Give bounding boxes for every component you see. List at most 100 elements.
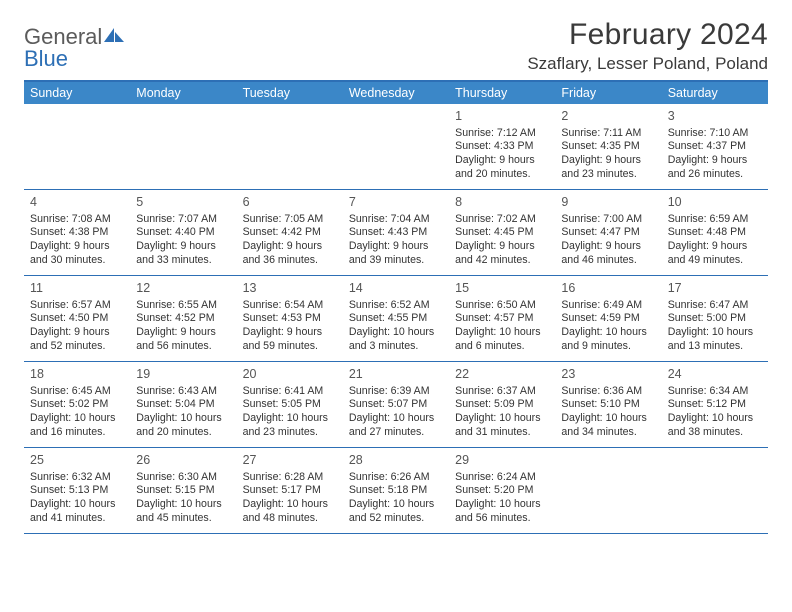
- daylight-text: Daylight: 10 hours: [349, 412, 443, 426]
- sunset-text: Sunset: 4:40 PM: [136, 226, 230, 240]
- daylight-text: and 59 minutes.: [243, 340, 337, 354]
- weekday-label: Sunday: [24, 86, 130, 100]
- day-number: 6: [243, 194, 337, 211]
- daylight-text: and 38 minutes.: [668, 426, 762, 440]
- day-number: 4: [30, 194, 124, 211]
- sunset-text: Sunset: 5:02 PM: [30, 398, 124, 412]
- sunrise-text: Sunrise: 7:08 AM: [30, 213, 124, 227]
- daylight-text: Daylight: 10 hours: [668, 326, 762, 340]
- daylight-text: and 46 minutes.: [561, 254, 655, 268]
- calendar-day-cell: 8Sunrise: 7:02 AMSunset: 4:45 PMDaylight…: [449, 190, 555, 275]
- calendar-day-cell: 2Sunrise: 7:11 AMSunset: 4:35 PMDaylight…: [555, 104, 661, 189]
- day-number: 9: [561, 194, 655, 211]
- daylight-text: Daylight: 9 hours: [136, 240, 230, 254]
- sunset-text: Sunset: 5:20 PM: [455, 484, 549, 498]
- daylight-text: Daylight: 10 hours: [455, 326, 549, 340]
- weekday-label: Saturday: [662, 86, 768, 100]
- day-number: 29: [455, 452, 549, 469]
- calendar-empty-cell: [662, 448, 768, 533]
- brand-logo: GeneralBlue: [24, 18, 126, 72]
- daylight-text: and 48 minutes.: [243, 512, 337, 526]
- day-number: 7: [349, 194, 443, 211]
- sunset-text: Sunset: 4:43 PM: [349, 226, 443, 240]
- sunset-text: Sunset: 4:42 PM: [243, 226, 337, 240]
- daylight-text: and 45 minutes.: [136, 512, 230, 526]
- calendar-day-cell: 14Sunrise: 6:52 AMSunset: 4:55 PMDayligh…: [343, 276, 449, 361]
- sunset-text: Sunset: 5:15 PM: [136, 484, 230, 498]
- sunset-text: Sunset: 5:00 PM: [668, 312, 762, 326]
- daylight-text: and 36 minutes.: [243, 254, 337, 268]
- sunset-text: Sunset: 4:33 PM: [455, 140, 549, 154]
- sunset-text: Sunset: 4:53 PM: [243, 312, 337, 326]
- calendar-week-row: 11Sunrise: 6:57 AMSunset: 4:50 PMDayligh…: [24, 276, 768, 362]
- day-number: 14: [349, 280, 443, 297]
- calendar-grid: 1Sunrise: 7:12 AMSunset: 4:33 PMDaylight…: [24, 104, 768, 534]
- day-number: 2: [561, 108, 655, 125]
- calendar-day-cell: 4Sunrise: 7:08 AMSunset: 4:38 PMDaylight…: [24, 190, 130, 275]
- sunrise-text: Sunrise: 7:11 AM: [561, 127, 655, 141]
- sunrise-text: Sunrise: 6:47 AM: [668, 299, 762, 313]
- daylight-text: and 6 minutes.: [455, 340, 549, 354]
- calendar-day-cell: 26Sunrise: 6:30 AMSunset: 5:15 PMDayligh…: [130, 448, 236, 533]
- sunrise-text: Sunrise: 6:24 AM: [455, 471, 549, 485]
- daylight-text: Daylight: 10 hours: [30, 412, 124, 426]
- daylight-text: Daylight: 10 hours: [561, 412, 655, 426]
- calendar-empty-cell: [555, 448, 661, 533]
- calendar-day-cell: 29 Sunrise: 6:24 AMSunset: 5:20 PMDayligh…: [449, 448, 555, 533]
- sunrise-text: Sunrise: 6:43 AM: [136, 385, 230, 399]
- day-number: 19: [136, 366, 230, 383]
- sunset-text: Sunset: 4:47 PM: [561, 226, 655, 240]
- sunset-text: Sunset: 5:04 PM: [136, 398, 230, 412]
- daylight-text: Daylight: 9 hours: [243, 240, 337, 254]
- daylight-text: Daylight: 10 hours: [455, 498, 549, 512]
- day-number: 21: [349, 366, 443, 383]
- daylight-text: Daylight: 9 hours: [30, 240, 124, 254]
- daylight-text: and 16 minutes.: [30, 426, 124, 440]
- calendar-day-cell: 1Sunrise: 7:12 AMSunset: 4:33 PMDaylight…: [449, 104, 555, 189]
- sunrise-text: Sunrise: 7:12 AM: [455, 127, 549, 141]
- sunrise-text: Sunrise: 6:59 AM: [668, 213, 762, 227]
- sunrise-text: Sunrise: 6:26 AM: [349, 471, 443, 485]
- daylight-text: Daylight: 10 hours: [349, 326, 443, 340]
- calendar-day-cell: 3Sunrise: 7:10 AMSunset: 4:37 PMDaylight…: [662, 104, 768, 189]
- sunrise-text: Sunrise: 6:37 AM: [455, 385, 549, 399]
- day-number: 11: [30, 280, 124, 297]
- weekday-label: Monday: [130, 86, 236, 100]
- day-number: 5: [136, 194, 230, 211]
- day-number: 23: [561, 366, 655, 383]
- calendar-day-cell: 22Sunrise: 6:37 AMSunset: 5:09 PMDayligh…: [449, 362, 555, 447]
- month-title: February 2024: [527, 18, 768, 52]
- sunrise-text: Sunrise: 6:45 AM: [30, 385, 124, 399]
- daylight-text: and 30 minutes.: [30, 254, 124, 268]
- daylight-text: Daylight: 9 hours: [561, 240, 655, 254]
- sunset-text: Sunset: 4:52 PM: [136, 312, 230, 326]
- daylight-text: Daylight: 10 hours: [243, 498, 337, 512]
- sunset-text: Sunset: 5:12 PM: [668, 398, 762, 412]
- daylight-text: and 56 minutes.: [136, 340, 230, 354]
- daylight-text: and 52 minutes.: [30, 340, 124, 354]
- calendar-day-cell: 10Sunrise: 6:59 AMSunset: 4:48 PMDayligh…: [662, 190, 768, 275]
- weekday-label: Tuesday: [237, 86, 343, 100]
- daylight-text: Daylight: 9 hours: [455, 240, 549, 254]
- daylight-text: Daylight: 9 hours: [561, 154, 655, 168]
- sunrise-text: Sunrise: 6:54 AM: [243, 299, 337, 313]
- daylight-text: and 34 minutes.: [561, 426, 655, 440]
- sunrise-text: Sunrise: 6:32 AM: [30, 471, 124, 485]
- sunset-text: Sunset: 5:17 PM: [243, 484, 337, 498]
- day-number: 16: [561, 280, 655, 297]
- calendar-day-cell: 19 Sunrise: 6:43 AMSunset: 5:04 PMDayligh…: [130, 362, 236, 447]
- daylight-text: Daylight: 9 hours: [349, 240, 443, 254]
- sunrise-text: Sunrise: 7:04 AM: [349, 213, 443, 227]
- day-number: 20: [243, 366, 337, 383]
- sunrise-text: Sunrise: 7:07 AM: [136, 213, 230, 227]
- sunset-text: Sunset: 5:09 PM: [455, 398, 549, 412]
- calendar-week-row: 4Sunrise: 7:08 AMSunset: 4:38 PMDaylight…: [24, 190, 768, 276]
- daylight-text: and 33 minutes.: [136, 254, 230, 268]
- daylight-text: Daylight: 9 hours: [668, 240, 762, 254]
- daylight-text: Daylight: 10 hours: [136, 412, 230, 426]
- daylight-text: Daylight: 10 hours: [668, 412, 762, 426]
- day-number: 3: [668, 108, 762, 125]
- daylight-text: Daylight: 9 hours: [668, 154, 762, 168]
- day-number: 18: [30, 366, 124, 383]
- day-number: 26: [136, 452, 230, 469]
